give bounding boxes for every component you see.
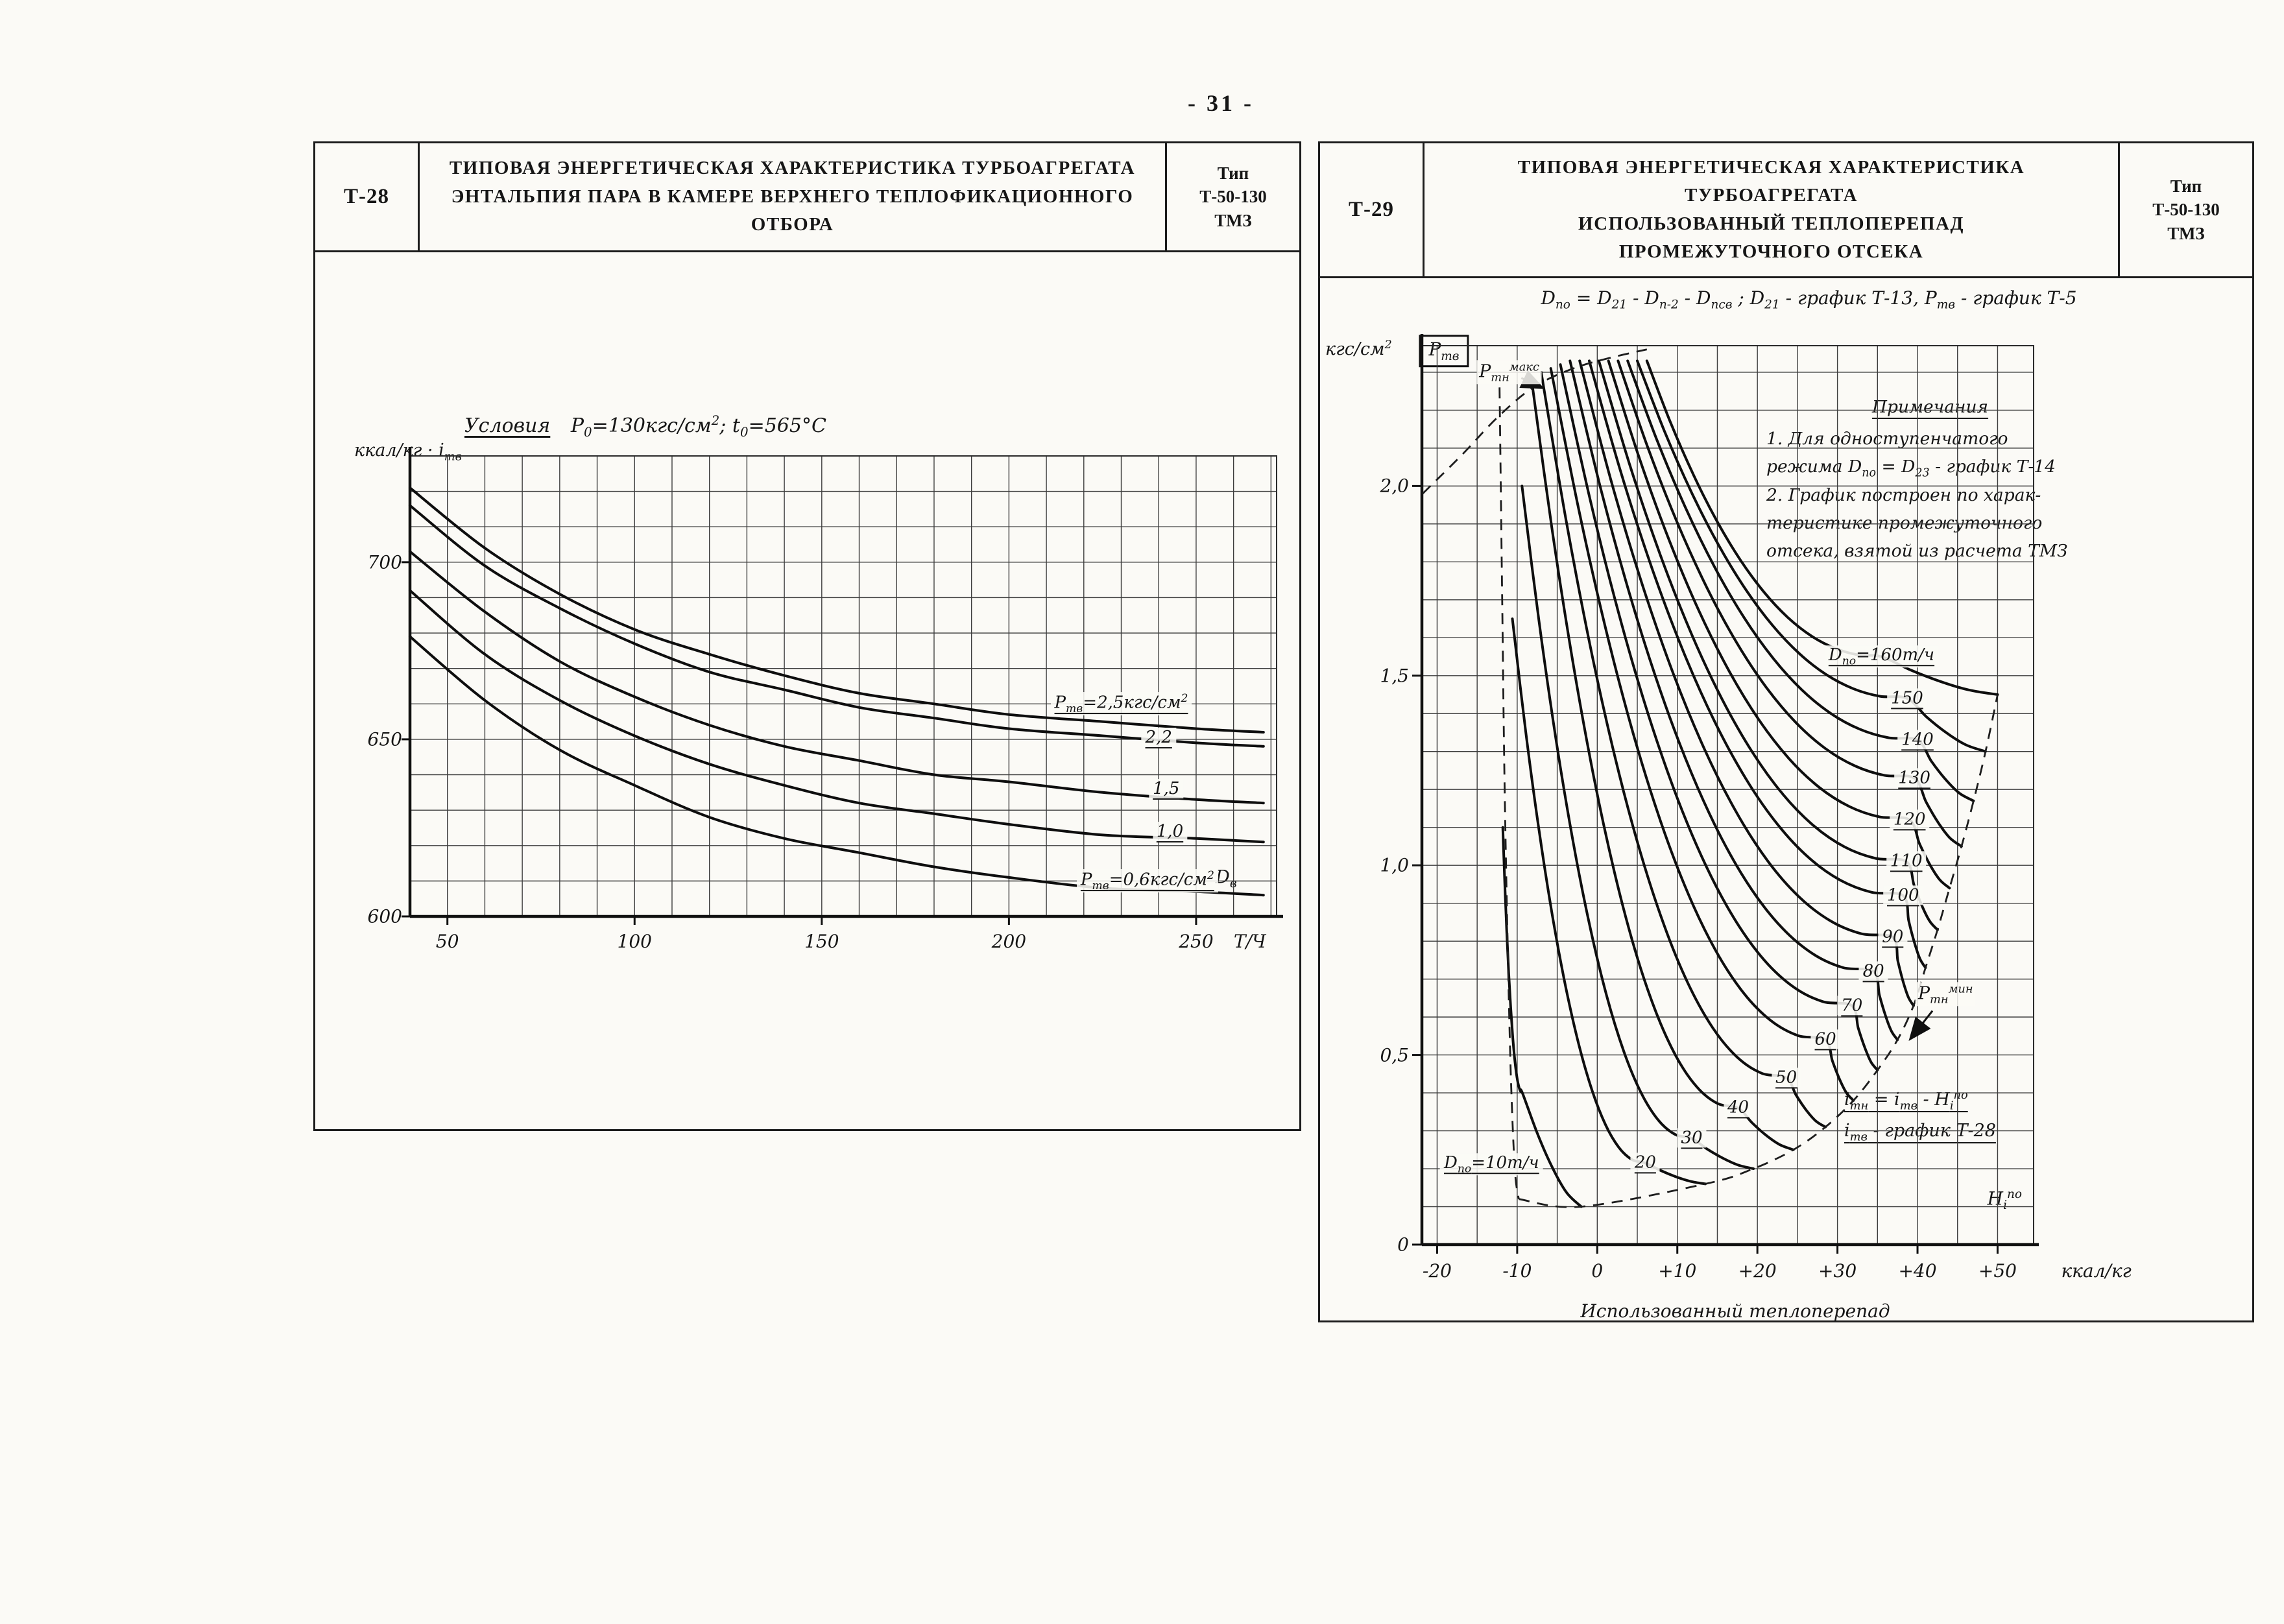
flow-curve	[1578, 359, 1915, 1007]
chart-t29-canvas	[1412, 334, 2039, 1254]
plot-border	[409, 455, 1277, 917]
type-line: ТМЗ	[2167, 223, 2205, 243]
notes-line: теристике промежуточного	[1766, 513, 2043, 534]
min-pressure-envelope	[1519, 694, 1999, 1208]
panel-title-line: ИСПОЛЬЗОВАННЫЙ ТЕПЛОПЕРЕПАД	[1578, 213, 1964, 234]
conditions-value: Р0=130кгс/см2; t0=565°С	[570, 413, 826, 440]
notes-line: 1. Для одноступенчатого	[1766, 428, 2008, 449]
panel-title: ТИПОВАЯ ЭНЕРГЕТИЧЕСКАЯ ХАРАКТЕРИСТИКА ТУ…	[1424, 143, 2118, 276]
type-line: Тип	[2170, 176, 2202, 196]
panel-title-line: ТИПОВАЯ ЭНЕРГЕТИЧЕСКАЯ ХАРАКТЕРИСТИКА	[1517, 156, 2025, 178]
turbine-type-label: Тип Т-50-130 ТМЗ	[2118, 143, 2252, 276]
max-pressure-envelope	[1422, 348, 1648, 495]
panel-title-line: ЭНТАЛЬПИЯ ПАРА В КАМЕРЕ ВЕРХНЕГО ТЕПЛОФИ…	[451, 185, 1134, 235]
panel-t29-header: Т-29 ТИПОВАЯ ЭНЕРГЕТИЧЕСКАЯ ХАРАКТЕРИСТИ…	[1320, 143, 2252, 278]
notes-line: режима Dпо = D23 - график Т-14	[1766, 456, 2056, 480]
type-line: Т-50-130	[2152, 200, 2220, 220]
x-axis-caption: Использованный теплоперепад	[1580, 1300, 1890, 1322]
conditions-note: Условия Р0=130кгс/см2; t0=565°С	[464, 413, 826, 440]
panel-t28-header: Т-28 ТИПОВАЯ ЭНЕРГЕТИЧЕСКАЯ ХАРАКТЕРИСТИ…	[315, 143, 1299, 252]
pmin-annotation-arrow	[1908, 1010, 1934, 1041]
flow-curve	[1521, 484, 1755, 1170]
flow-curve	[1645, 359, 1999, 696]
flow-curve	[1626, 359, 1975, 802]
notes-title: Примечания	[1871, 397, 1989, 417]
pressure-curve	[409, 635, 1265, 897]
notes-line: отсека, взятой из расчета ТМЗ	[1766, 541, 2068, 562]
flow-curve	[1549, 367, 1855, 1102]
flow-curve	[1636, 359, 1987, 753]
flow-curve	[1530, 378, 1795, 1151]
panel-title: ТИПОВАЯ ЭНЕРГЕТИЧЕСКАЯ ХАРАКТЕРИСТИКА ТУ…	[420, 143, 1165, 250]
flow-curve	[1559, 363, 1879, 1071]
flow-curve	[1569, 359, 1899, 1042]
pressure-curve	[409, 504, 1265, 748]
type-line: Тип	[1217, 163, 1249, 183]
panel-code: Т-28	[315, 143, 420, 250]
type-line: Т-50-130	[1199, 187, 1267, 207]
panel-code: Т-29	[1320, 143, 1424, 276]
chart-t28-canvas	[402, 447, 1283, 925]
pressure-curve	[409, 589, 1265, 844]
flow-curve	[1501, 826, 1583, 1208]
pressure-curve	[409, 486, 1265, 734]
conditions-label: Условия	[464, 414, 551, 437]
panel-t29: Т-29 ТИПОВАЯ ЭНЕРГЕТИЧЕСКАЯ ХАРАКТЕРИСТИ…	[1318, 141, 2254, 1322]
notes-line: 2. График построен по харак-	[1766, 485, 2041, 506]
panel-title-line: ТУРБОАГРЕГАТА	[1685, 185, 1858, 206]
panel-title-line: ТИПОВАЯ ЭНЕРГЕТИЧЕСКАЯ ХАРАКТЕРИСТИКА ТУ…	[449, 158, 1136, 179]
pressure-curve	[409, 550, 1265, 805]
flow-curve	[1588, 359, 1927, 970]
y-axis-symbol-box: Ртв	[1419, 335, 1469, 367]
flow-curve	[1597, 359, 1939, 931]
type-line: ТМЗ	[1214, 210, 1252, 230]
flow-formula: Dпо = D21 - Dп-2 - Dпсв ; D21 - график Т…	[1541, 287, 2077, 312]
page-number: - 31 -	[1188, 90, 1254, 116]
turbine-type-label: Тип Т-50-130 ТМЗ	[1165, 143, 1299, 250]
x-axis-symbol-right: Нiпо	[1987, 1188, 2022, 1212]
panel-title-line: ПРОМЕЖУТОЧНОГО ОТСЕКА	[1618, 241, 1924, 262]
flow-curve	[1617, 359, 1963, 848]
flow-curve	[1607, 359, 1951, 890]
y-axis-unit-right: кгс/см2	[1325, 338, 1392, 359]
flow-curve	[1539, 370, 1827, 1128]
flow-curve	[1511, 617, 1707, 1186]
panel-t28: Т-28 ТИПОВАЯ ЭНЕРГЕТИЧЕСКАЯ ХАРАКТЕРИСТИ…	[313, 141, 1301, 1131]
notes-block: Примечания 1. Для одноступенчатого режим…	[1766, 394, 2094, 566]
